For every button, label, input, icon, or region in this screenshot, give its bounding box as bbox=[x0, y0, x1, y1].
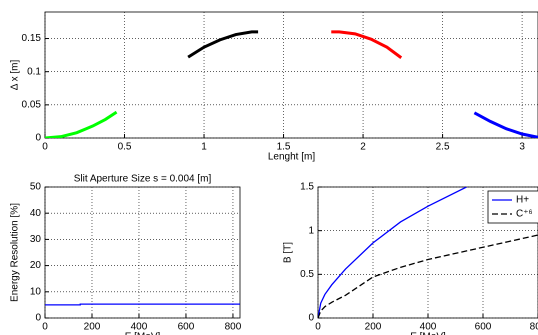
legend-box bbox=[487, 190, 538, 224]
x-tick-label: 600 bbox=[475, 322, 492, 333]
x-axis-label: E [MeV] bbox=[410, 332, 446, 335]
y-tick-label: 0.15 bbox=[22, 33, 42, 44]
x-tick-label: 0.5 bbox=[118, 142, 132, 153]
x-axis-label: Lenght [m] bbox=[268, 152, 315, 163]
y-tick-label: 50 bbox=[30, 182, 42, 193]
series-line bbox=[318, 187, 467, 318]
x-tick-label: 600 bbox=[178, 322, 195, 333]
y-axis-label: Energy Resolution [%] bbox=[10, 203, 21, 302]
series-line bbox=[187, 30, 259, 59]
plot-area bbox=[44, 11, 538, 139]
x-tick-label: 800 bbox=[530, 322, 538, 333]
plot-area bbox=[44, 186, 241, 319]
x-tick-label: 800 bbox=[225, 322, 242, 333]
y-tick-label: 0.05 bbox=[22, 99, 42, 110]
x-tick-label: 3 bbox=[519, 142, 525, 153]
y-tick-label: 0 bbox=[35, 133, 41, 144]
series-line bbox=[473, 111, 538, 138]
x-tick-label: 400 bbox=[420, 322, 437, 333]
series-line bbox=[45, 110, 118, 138]
x-tick-label: 2.5 bbox=[436, 142, 450, 153]
y-tick-label: 1.5 bbox=[300, 182, 314, 193]
y-tick-label: 30 bbox=[30, 234, 42, 245]
y-axis-label: Δ x [m] bbox=[10, 59, 21, 90]
x-tick-label: 200 bbox=[84, 322, 101, 333]
x-tick-label: 400 bbox=[131, 322, 148, 333]
y-tick-label: 0.5 bbox=[300, 269, 314, 280]
y-tick-label: 20 bbox=[30, 260, 42, 271]
y-axis-label: B [T] bbox=[283, 242, 294, 263]
series-line bbox=[318, 234, 538, 318]
legend-label: C⁺⁶ bbox=[516, 209, 533, 220]
x-tick-label: 0 bbox=[315, 322, 321, 333]
y-tick-label: 1 bbox=[308, 225, 314, 236]
y-tick-label: 0 bbox=[308, 313, 314, 324]
legend-label: H+ bbox=[516, 195, 529, 206]
x-tick-label: 1 bbox=[201, 142, 207, 153]
x-axis-label: E [MeV] bbox=[125, 332, 161, 335]
x-tick-label: 0 bbox=[42, 322, 48, 333]
x-tick-label: 0 bbox=[42, 142, 48, 153]
y-tick-label: 0.1 bbox=[27, 66, 41, 77]
series-line bbox=[45, 303, 240, 306]
y-tick-label: 10 bbox=[30, 286, 42, 297]
x-tick-label: 1.5 bbox=[277, 142, 291, 153]
chart-title: Slit Aperture Size s = 0.004 [m] bbox=[74, 174, 212, 185]
series-line bbox=[331, 30, 403, 59]
y-tick-label: 0 bbox=[35, 313, 41, 324]
x-tick-label: 2 bbox=[360, 142, 366, 153]
y-tick-label: 40 bbox=[30, 208, 42, 219]
x-tick-label: 200 bbox=[365, 322, 382, 333]
